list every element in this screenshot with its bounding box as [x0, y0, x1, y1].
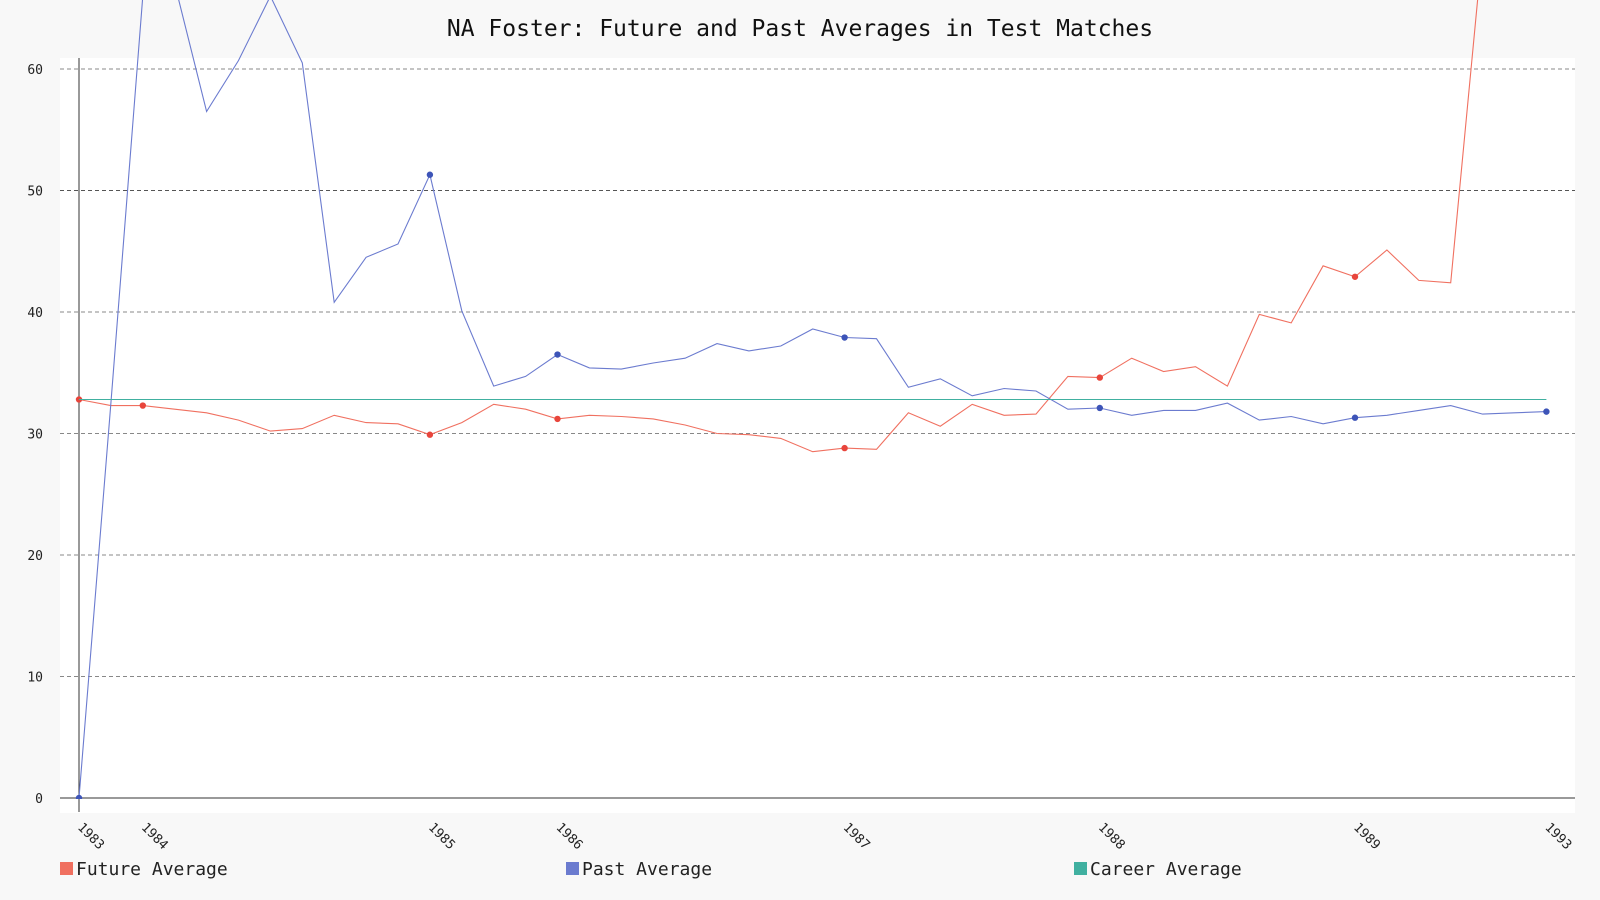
y-tick-label: 50 — [27, 185, 43, 200]
series-point-2 — [841, 334, 848, 341]
y-tick-label: 10 — [27, 671, 43, 686]
legend: Future Average Past Average Career Average — [60, 859, 1242, 880]
y-tick-label: 60 — [27, 63, 43, 78]
x-ticks: 1983 1984 1985 1986 1987 1988 1989 1993 — [74, 820, 1574, 853]
y-tick-label: 40 — [27, 306, 43, 321]
series-point-1 — [554, 415, 561, 423]
series-point-1 — [1351, 273, 1359, 280]
legend-label: Future Average — [76, 859, 228, 880]
legend-swatch — [566, 862, 579, 875]
series-point-2 — [426, 171, 434, 178]
x-tick-label: 1987 — [840, 820, 873, 853]
x-tick-label: 1986 — [553, 820, 586, 853]
series-line-1 — [78, 0, 1479, 453]
x-tick-label: 1983 — [74, 820, 107, 853]
y-tick-label: 0 — [35, 792, 43, 807]
axes — [60, 58, 1575, 812]
legend-label: Past Average — [582, 859, 712, 880]
y-ticks: 0 10 20 30 40 50 60 — [27, 63, 43, 807]
legend-swatch — [1074, 862, 1087, 875]
series-point-1 — [426, 431, 434, 438]
legend-label: Career Average — [1090, 859, 1242, 880]
series-point-1 — [1096, 374, 1104, 381]
series — [75, 0, 1550, 799]
series-point-2 — [75, 794, 83, 799]
series-point-1 — [139, 402, 146, 409]
plot-background — [60, 58, 1575, 813]
x-tick-label: 1993 — [1542, 820, 1575, 853]
x-tick-label: 1984 — [138, 820, 171, 853]
series-point-1 — [841, 444, 848, 452]
series-point-2 — [1543, 408, 1550, 415]
series-line-2 — [78, 0, 1547, 799]
series-point-2 — [1096, 404, 1104, 412]
legend-swatch — [60, 862, 73, 875]
gridlines — [60, 68, 1575, 677]
x-tick-label: 1989 — [1350, 820, 1383, 853]
chart-title: NA Foster: Future and Past Averages in T… — [447, 16, 1153, 42]
x-tick-label: 1985 — [425, 820, 458, 853]
x-tick-label: 1988 — [1095, 820, 1128, 853]
series-point-2 — [1351, 414, 1359, 421]
y-tick-label: 20 — [27, 549, 43, 564]
y-tick-label: 30 — [27, 428, 43, 443]
series-point-2 — [554, 351, 561, 358]
